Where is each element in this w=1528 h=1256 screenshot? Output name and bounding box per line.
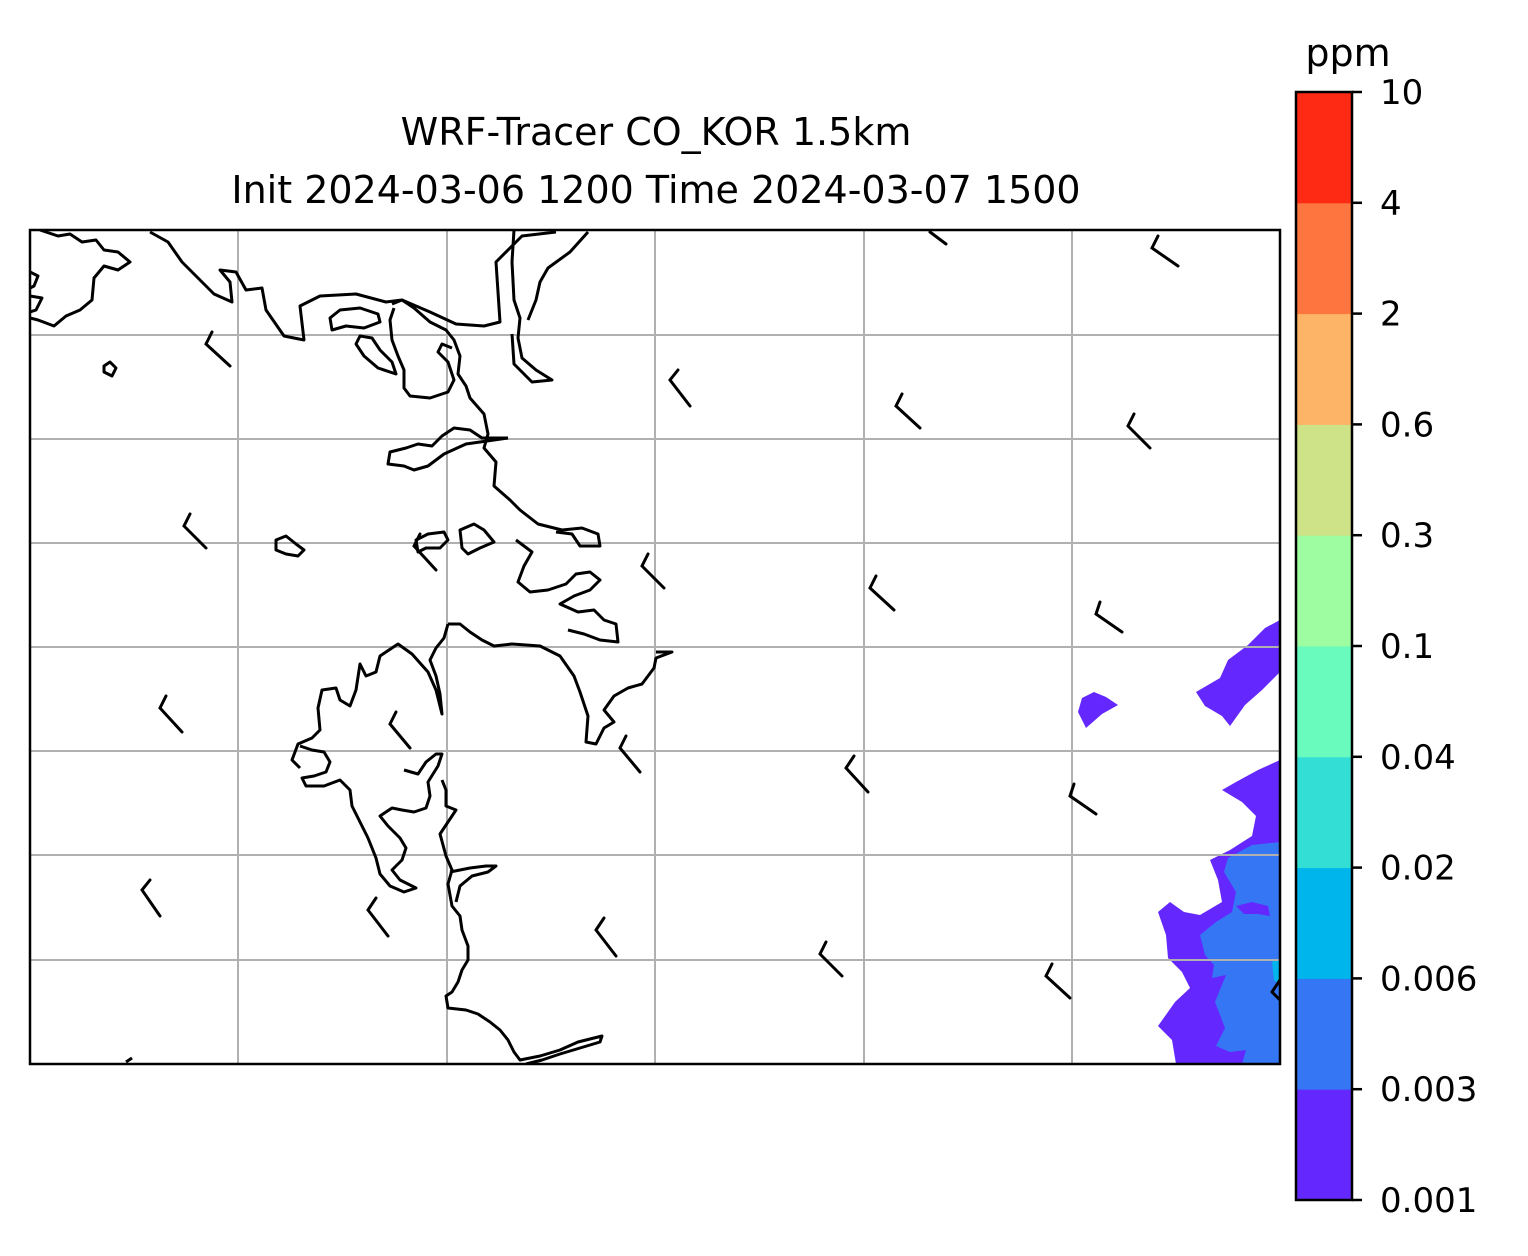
map-panel <box>30 230 1280 1064</box>
wind-barb <box>182 512 208 550</box>
wind-barb <box>640 552 666 590</box>
colorbar-bin <box>1296 1089 1352 1201</box>
coastline-small-sw <box>125 1056 133 1064</box>
tracer-patch-small <box>1078 692 1118 728</box>
colorbar-tick-label: 2 <box>1380 295 1402 335</box>
coastline-south-coast <box>438 779 604 1064</box>
wind-barb <box>412 532 438 572</box>
gridlines <box>30 230 1280 1064</box>
wind-barb <box>1150 234 1180 268</box>
colorbar-ticks: 0.001 0.003 0.006 0.02 0.04 0.1 0.3 0.6 2 4 10 <box>1352 73 1477 1221</box>
wind-barb <box>204 330 232 368</box>
wind-barb <box>140 878 162 918</box>
wind-barb <box>1094 600 1124 634</box>
wind-barb <box>1044 962 1072 1000</box>
colorbar-tick-label: 0.02 <box>1380 849 1456 889</box>
coastline-south-inlet <box>449 864 498 903</box>
coastline-south-central <box>448 622 674 746</box>
coastline-island-b <box>102 360 118 378</box>
colorbar-bin <box>1296 202 1352 315</box>
colorbar-bin <box>1296 92 1352 204</box>
coastline-northwest-2 <box>149 230 557 342</box>
tracer-patch-inner <box>1200 842 1280 1064</box>
wind-barbs <box>140 230 1180 1000</box>
coastline-island-a <box>328 306 382 332</box>
coastline-coast-mid <box>515 538 620 644</box>
map-title-line2: Init 2024-03-06 1200 Time 2024-03-07 150… <box>231 168 1081 212</box>
coastline-southeast-edge <box>1270 979 1280 1002</box>
colorbar-bin <box>1296 867 1352 979</box>
coastline-south-west-2 <box>299 744 444 894</box>
coastline-central-east <box>388 307 456 400</box>
coastline-island-c <box>274 534 306 558</box>
colorbar-tick-label: 4 <box>1380 184 1402 224</box>
tracer-patch-core <box>1236 902 1270 916</box>
colorbar-bin <box>1296 646 1352 758</box>
wind-barb <box>894 392 922 430</box>
colorbar-bin <box>1296 535 1352 647</box>
wind-barb <box>818 940 844 978</box>
map-frame <box>28 228 1282 1066</box>
colorbar-tick-label: 0.001 <box>1380 1181 1477 1221</box>
colorbar-tick-label: 0.04 <box>1380 738 1456 778</box>
coastline-central-west <box>391 298 602 548</box>
colorbar-tick-label: 0.003 <box>1380 1070 1477 1110</box>
coastline-inlet <box>526 230 590 321</box>
colorbar-bin <box>1296 756 1352 869</box>
map-title-line1: WRF-Tracer CO_KOR 1.5km <box>400 110 912 154</box>
concentration-fill <box>1078 620 1280 1064</box>
wind-barb <box>366 896 390 938</box>
wind-barb <box>158 694 184 734</box>
wind-barb <box>1068 782 1098 816</box>
colorbar-bins <box>1296 92 1352 1201</box>
coastline-northwest <box>30 230 132 328</box>
colorbar-bin <box>1296 424 1352 536</box>
wind-barb <box>844 754 870 794</box>
coastline-west-edge <box>30 270 44 314</box>
wind-barb <box>668 368 692 408</box>
colorbar-tick-label: 0.1 <box>1380 627 1434 667</box>
colorbar-bin <box>1296 978 1352 1090</box>
wind-barb <box>388 710 412 750</box>
coastlines <box>30 230 1280 1064</box>
coastline-peninsula-a <box>354 334 398 376</box>
wind-barb <box>594 916 618 958</box>
tracer-patch-cyan <box>1272 958 1280 985</box>
colorbar-tick-label: 0.6 <box>1380 405 1434 445</box>
coastline-bay-north <box>510 230 554 384</box>
coastline-south-west <box>290 623 450 770</box>
coastline-island-e <box>458 522 496 556</box>
wind-barb <box>868 574 896 612</box>
wind-barb <box>618 734 642 774</box>
colorbar-tick-label: 0.006 <box>1380 959 1477 999</box>
colorbar-tick-label: 0.3 <box>1380 516 1434 556</box>
colorbar-unit-label: ppm <box>1305 31 1390 75</box>
colorbar-tick-label: 10 <box>1380 73 1423 113</box>
colorbar-bin <box>1296 313 1352 425</box>
wind-barb <box>1126 412 1152 450</box>
coastline-peninsula-b <box>386 426 509 472</box>
wind-barb <box>928 230 948 246</box>
colorbar: 0.001 0.003 0.006 0.02 0.04 0.1 0.3 0.6 2 4 10 ppm <box>1294 31 1477 1221</box>
